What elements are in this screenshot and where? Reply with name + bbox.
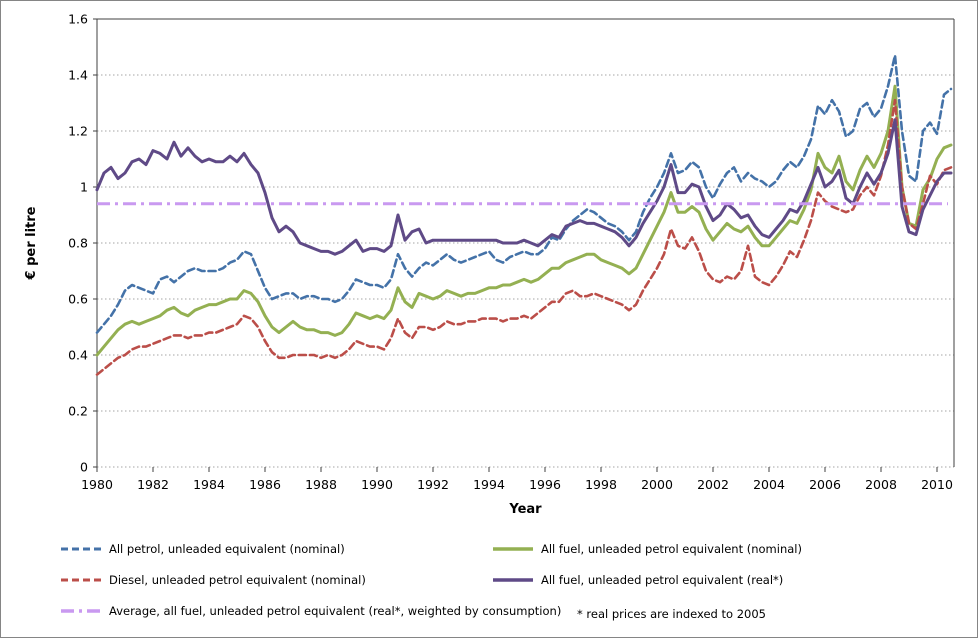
svg-text:0.4: 0.4: [68, 348, 88, 363]
legend-label: All fuel, unleaded petrol equivalent (re…: [541, 573, 784, 587]
svg-text:1996: 1996: [529, 477, 561, 492]
legend-item-allfuel-nominal: All fuel, unleaded petrol equivalent (no…: [493, 542, 802, 556]
legend-label: Average, all fuel, unleaded petrol equiv…: [109, 604, 562, 618]
svg-text:2006: 2006: [809, 477, 841, 492]
svg-text:1982: 1982: [137, 477, 169, 492]
svg-text:1.4: 1.4: [68, 68, 88, 83]
svg-text:1990: 1990: [361, 477, 393, 492]
svg-text:0.2: 0.2: [68, 404, 88, 419]
legend-label: Diesel, unleaded petrol equivalent (nomi…: [109, 573, 366, 587]
svg-text:1994: 1994: [473, 477, 505, 492]
svg-text:1.6: 1.6: [68, 12, 88, 27]
y-axis-title: € per litre: [24, 206, 39, 280]
diesel-nominal-line-swatch: [61, 576, 101, 584]
legend-item-petrol-nominal: All petrol, unleaded equivalent (nominal…: [61, 542, 345, 556]
legend-label: All petrol, unleaded equivalent (nominal…: [109, 542, 345, 556]
svg-text:1.2: 1.2: [68, 124, 88, 139]
svg-text:1992: 1992: [417, 477, 449, 492]
svg-text:0: 0: [80, 460, 88, 475]
average-real-line-swatch: [61, 607, 101, 615]
svg-text:1988: 1988: [305, 477, 337, 492]
x-axis-title: Year: [508, 502, 542, 517]
petrol-nominal-line-swatch: [61, 545, 101, 553]
allfuel-nominal-line-swatch: [493, 545, 533, 553]
legend-item-average-real: Average, all fuel, unleaded petrol equiv…: [61, 604, 561, 618]
svg-text:1: 1: [80, 180, 88, 195]
svg-text:1998: 1998: [585, 477, 617, 492]
svg-text:2004: 2004: [753, 477, 785, 492]
plot-area: 0 0.2 0.4 0.6 0.8 1 1.2 1.4 1.6 1980 1982 1984 1986 1…: [24, 12, 955, 517]
legend-item-allfuel-real: All fuel, unleaded petrol equivalent (re…: [493, 573, 783, 587]
legend-label: All fuel, unleaded petrol equivalent (no…: [541, 542, 802, 556]
svg-text:1980: 1980: [81, 477, 113, 492]
svg-text:2008: 2008: [865, 477, 897, 492]
svg-text:0.6: 0.6: [68, 292, 88, 307]
svg-text:0.8: 0.8: [68, 236, 88, 251]
svg-text:2000: 2000: [641, 477, 673, 492]
real-prices-footnote: * real prices are indexed to 2005: [577, 607, 766, 621]
legend-item-diesel-nominal: Diesel, unleaded petrol equivalent (nomi…: [61, 573, 366, 587]
allfuel-real-line-swatch: [493, 576, 533, 584]
svg-text:2002: 2002: [697, 477, 729, 492]
svg-text:2010: 2010: [921, 477, 953, 492]
svg-text:1986: 1986: [249, 477, 281, 492]
svg-text:1984: 1984: [193, 477, 225, 492]
